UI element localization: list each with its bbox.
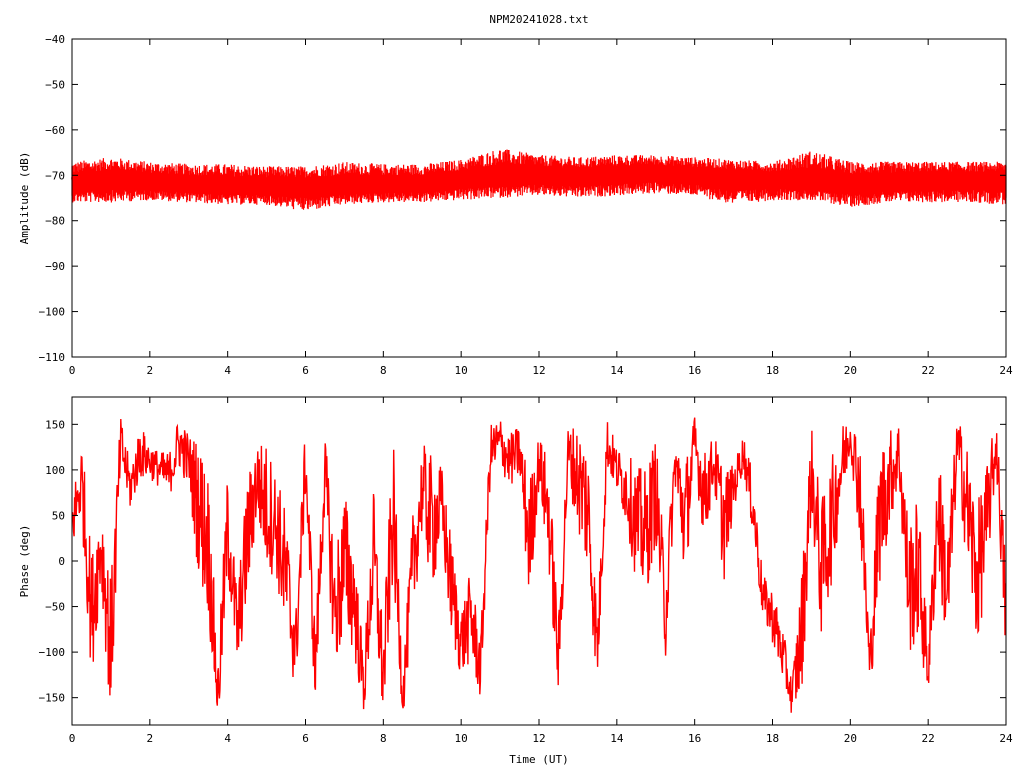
y-tick-label: 0 xyxy=(58,555,65,568)
x-tick-label: 0 xyxy=(69,364,76,377)
x-tick-label: 18 xyxy=(766,732,779,745)
y-tick-label: −150 xyxy=(39,692,66,705)
amplitude-panel: −40−50−60−70−80−90−100−110 0 2 4 6 8 10 12 14 16… xyxy=(18,33,1013,377)
x-tick-label: 20 xyxy=(844,732,857,745)
phase-y-axis-label: Phase (deg) xyxy=(18,525,31,598)
x-tick-label: 12 xyxy=(532,732,545,745)
amplitude-x-ticks: 0 2 4 6 8 10 12 14 16 18 20 22 24 xyxy=(69,39,1013,377)
x-tick-label: 10 xyxy=(455,732,468,745)
y-tick-label: 100 xyxy=(45,464,65,477)
x-tick-label: 14 xyxy=(610,364,624,377)
y-tick-label: −50 xyxy=(45,78,65,91)
x-tick-label: 12 xyxy=(532,364,545,377)
y-tick-label: 50 xyxy=(52,509,65,522)
y-tick-label: −100 xyxy=(39,306,66,319)
y-tick-label: −90 xyxy=(45,260,65,273)
y-tick-label: −100 xyxy=(39,646,66,659)
phase-series xyxy=(72,417,1006,713)
amplitude-trace-core xyxy=(68,166,1010,194)
x-tick-label: 22 xyxy=(922,364,935,377)
y-tick-label: −60 xyxy=(45,124,65,137)
x-tick-label: 24 xyxy=(999,364,1013,377)
x-tick-label: 4 xyxy=(224,732,231,745)
x-tick-label: 4 xyxy=(224,364,231,377)
x-tick-label: 6 xyxy=(302,364,309,377)
phase-y-ticks: 150 100 50 0 −50 −100 −150 xyxy=(39,418,1006,705)
x-tick-label: 2 xyxy=(147,732,154,745)
phase-trace xyxy=(72,417,1006,713)
x-tick-label: 20 xyxy=(844,364,857,377)
y-tick-label: −50 xyxy=(45,601,65,614)
x-tick-label: 16 xyxy=(688,732,701,745)
x-tick-label: 10 xyxy=(455,364,468,377)
x-tick-label: 6 xyxy=(302,732,309,745)
amplitude-y-axis-label: Amplitude (dB) xyxy=(18,152,31,245)
chart-title: NPM20241028.txt xyxy=(489,13,588,26)
y-tick-label: −80 xyxy=(45,215,65,228)
x-tick-label: 8 xyxy=(380,732,387,745)
x-tick-label: 24 xyxy=(999,732,1013,745)
x-tick-label: 8 xyxy=(380,364,387,377)
phase-x-ticks: 0 2 4 6 8 10 12 14 16 18 20 22 24 xyxy=(69,397,1013,745)
x-tick-label: 18 xyxy=(766,364,779,377)
y-tick-label: 150 xyxy=(45,418,65,431)
x-tick-label: 2 xyxy=(147,364,154,377)
x-tick-label: 16 xyxy=(688,364,701,377)
y-tick-label: −110 xyxy=(39,351,66,364)
x-tick-label: 14 xyxy=(610,732,624,745)
amplitude-y-ticks: −40 −50 −60 −70 −80 −90 −100 −110 xyxy=(39,33,1006,364)
x-tick-label: 22 xyxy=(922,732,935,745)
y-tick-label: −70 xyxy=(45,169,65,182)
phase-x-axis-label: Time (UT) xyxy=(509,753,569,766)
x-tick-label: 0 xyxy=(69,732,76,745)
y-tick-label: −40 xyxy=(45,33,65,46)
